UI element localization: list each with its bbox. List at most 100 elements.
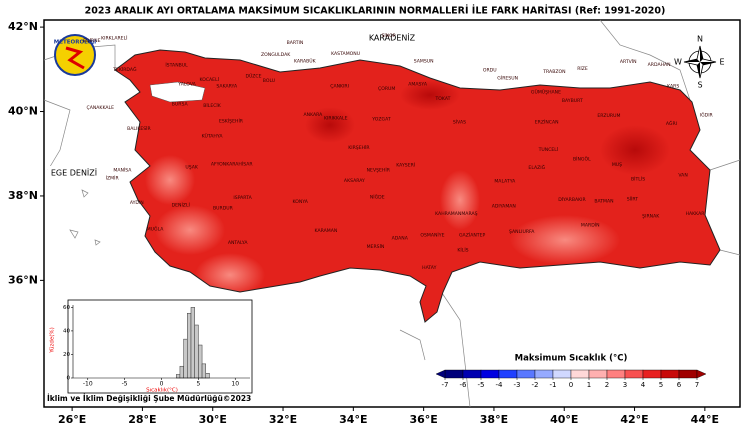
city-label: SİVAS (453, 119, 466, 126)
city-label: ANTALYA (228, 240, 249, 246)
city-label: ADIYAMAN (492, 204, 516, 210)
colorbar-cell (444, 369, 464, 379)
city-label: IĞDIR (700, 111, 714, 118)
city-label: DÜZCE (245, 73, 261, 80)
histogram-x-tick-label: 0 (160, 381, 164, 388)
compass: N E S W (674, 35, 724, 90)
city-label: GİRESUN (497, 74, 518, 81)
colorbar-tick-label: 6 (677, 381, 682, 389)
city-label: VAN (678, 172, 687, 178)
colorbar-cell (534, 369, 554, 379)
city-label: KOCAELİ (199, 76, 219, 83)
colorbar-cell (678, 369, 698, 379)
colorbar-tick-label: -3 (514, 381, 521, 389)
city-label: ERZURUM (597, 113, 620, 119)
histogram-bar (179, 365, 184, 379)
city-label: TEKİRDAĞ (112, 66, 137, 73)
y-tick-label: 36°N (8, 273, 38, 286)
colorbar-cell (660, 369, 680, 379)
city-label: AFYONKARAHİSAR (211, 160, 254, 167)
sea-label-bg (48, 166, 100, 179)
x-tick-label: 34°E (339, 413, 367, 426)
colorbar-extend (435, 369, 446, 379)
histogram-bar (187, 312, 192, 379)
city-label: ERZİNCAN (535, 119, 559, 126)
city-label: ADANA (392, 236, 409, 242)
city-label: KAHRAMANMARAŞ (435, 211, 477, 217)
city-label: HATAY (422, 265, 436, 271)
histogram-bar (190, 307, 195, 379)
histogram-y-label: Yüzde(%) (50, 327, 56, 354)
compass-label: N (697, 35, 703, 44)
credit: İklim ve İklim Değişikliği Şube Müdürlüğ… (47, 394, 251, 403)
city-label: BATMAN (594, 199, 613, 205)
city-label: BALIKESİR (127, 125, 151, 132)
city-label: ŞANLIURFA (509, 229, 535, 235)
city-label: BİLECİK (203, 102, 222, 109)
colorbar-cell (642, 369, 662, 379)
city-label: İSTANBUL (165, 62, 188, 69)
histogram-inset (67, 299, 253, 394)
city-label: AKSARAY (344, 178, 365, 184)
city-label: ANKARA (304, 112, 324, 118)
city-label: ZONGULDAK (261, 52, 291, 58)
colorbar-cell (498, 369, 518, 379)
city-label: ORDU (483, 68, 497, 74)
colorbar-extend (696, 369, 707, 379)
compass-label: S (697, 81, 702, 90)
city-label: ŞIRNAK (642, 214, 660, 220)
colorbar-tick-label: 5 (659, 381, 663, 389)
compass-label: E (719, 58, 724, 67)
city-label: ÇORUM (378, 86, 395, 92)
city-label: KARS (667, 84, 679, 90)
city-label: DENİZLİ (172, 202, 190, 209)
city-label: KAYSERİ (396, 162, 415, 169)
city-label: ÇANAKKALE (87, 105, 115, 111)
colorbar-tick-label: 7 (695, 381, 699, 389)
city-label: KARABÜK (294, 57, 317, 64)
histogram-x-label: Sıcaklık(°C) (146, 388, 178, 394)
city-label: SAKARYA (216, 84, 238, 90)
y-tick-label: 40°N (8, 105, 38, 118)
city-label: AMASYA (408, 82, 428, 88)
histogram-y-tick-label: 20 (63, 352, 70, 358)
city-label: AYDIN (130, 200, 144, 206)
compass-label: W (674, 58, 682, 67)
histogram-bar (176, 374, 181, 379)
city-label: TUNCELİ (538, 146, 559, 153)
x-tick-label: 36°E (409, 413, 437, 426)
y-tick-label: 42°N (8, 20, 38, 33)
histogram-x-tick-label: -5 (122, 381, 128, 388)
city-label: KİLİS (457, 246, 468, 253)
city-label: BOLU (263, 78, 275, 84)
colorbar-cell (624, 369, 644, 379)
city-label: KASTAMONU (331, 51, 360, 57)
city-label: ESKİŞEHİR (219, 117, 244, 124)
colorbar-tick-label: 1 (587, 381, 591, 389)
city-label: ÇANKIRI (330, 84, 349, 90)
colorbar-cell (606, 369, 626, 379)
city-label: YOZGAT (371, 117, 391, 123)
city-label: SİİRT (627, 195, 638, 202)
histogram-bar (194, 324, 199, 379)
histogram-bar (198, 344, 203, 379)
colorbar-cell (552, 369, 572, 379)
colorbar-tick-label: -4 (496, 381, 504, 389)
colorbar-cell (480, 369, 500, 379)
y-tick-label: 38°N (8, 189, 38, 202)
colorbar-tick-label: -5 (478, 381, 485, 389)
city-label: KIRIKKALE (324, 115, 348, 121)
city-label: BURSA (172, 101, 189, 107)
city-label: BURDUR (213, 205, 234, 211)
colorbar-tick-label: -7 (442, 381, 449, 389)
city-label: NEVŞEHİR (367, 166, 391, 173)
histogram-bar (183, 338, 188, 379)
city-label: GAZİANTEP (459, 232, 485, 239)
colorbar-tick-label: 4 (641, 381, 646, 389)
colorbar-title: Maksimum Sıcaklık (°C) (515, 354, 628, 364)
city-label: BAYBURT (562, 98, 583, 104)
city-label: GÜMÜŞHANE (531, 89, 561, 96)
city-label: MERSİN (367, 243, 385, 250)
